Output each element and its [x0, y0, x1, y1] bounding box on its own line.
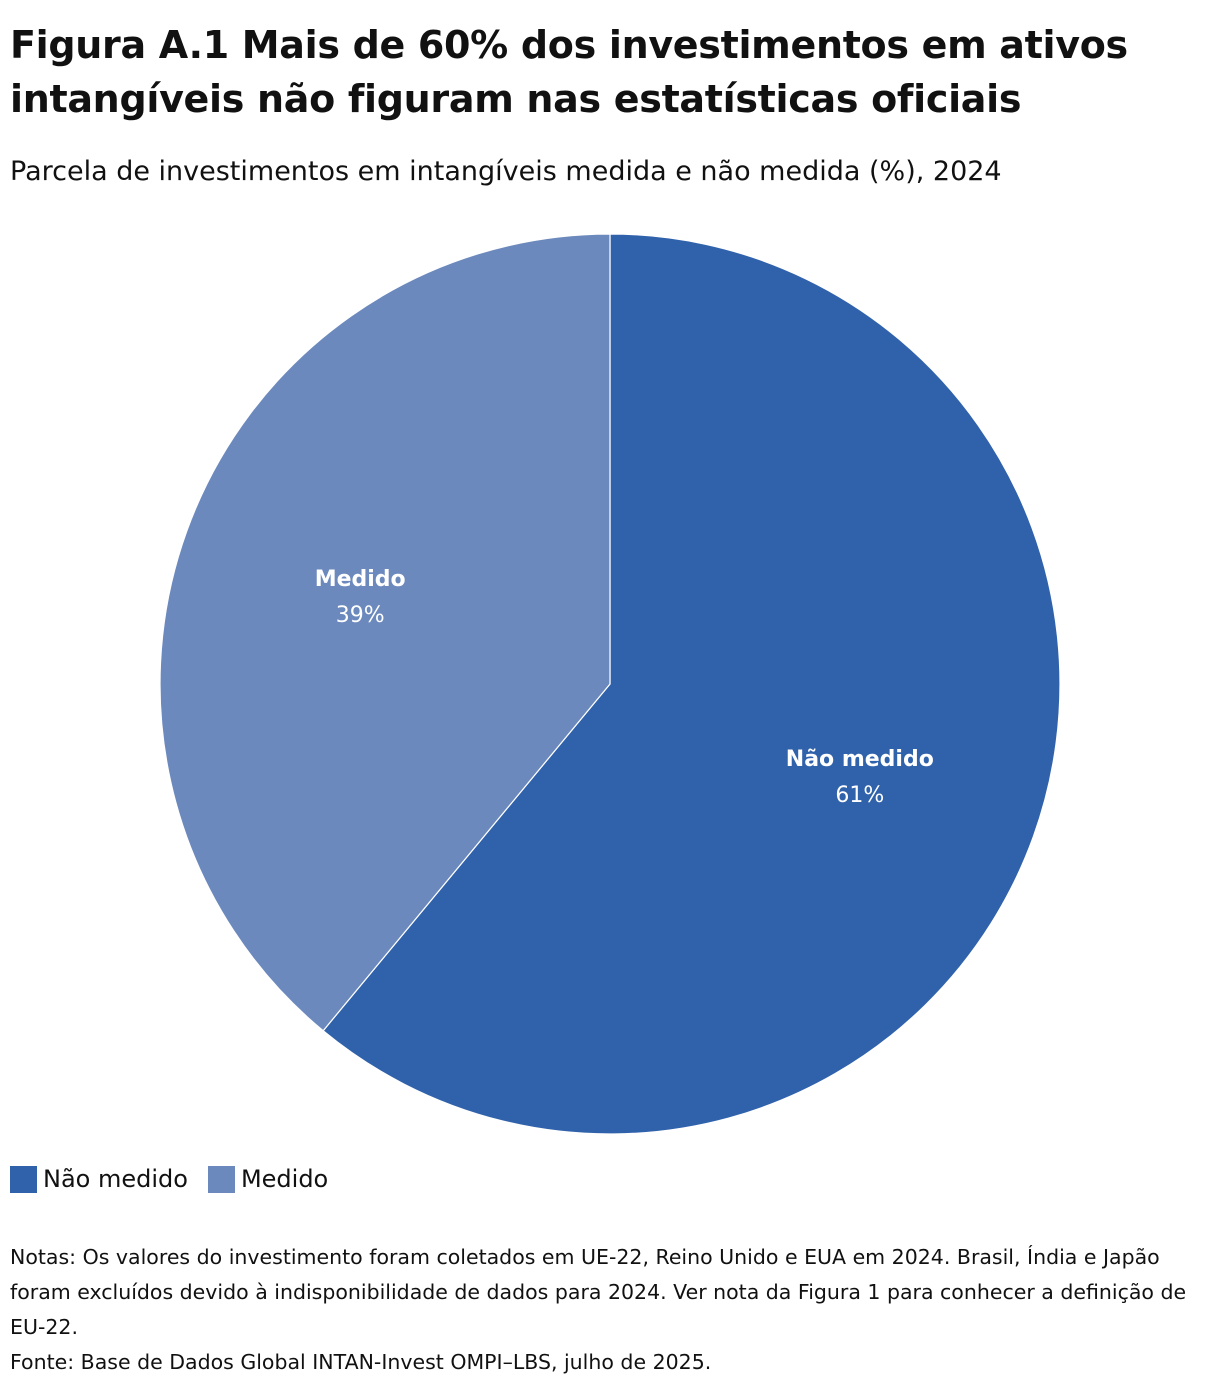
notes-text: Notas: Os valores do investimento foram … — [10, 1245, 1187, 1339]
legend-swatch-medido — [207, 1165, 235, 1193]
legend-item-nao-medido: Não medido — [10, 1165, 188, 1193]
chart-notes: Notas: Os valores do investimento foram … — [10, 1240, 1210, 1380]
legend-item-medido: Medido — [207, 1165, 329, 1193]
pie-slice-nao-medido — [322, 233, 1061, 1135]
chart-subtitle: Parcela de investimentos em intangíveis … — [10, 156, 1002, 187]
chart-title: Figura A.1 Mais de 60% dos investimentos… — [10, 23, 1128, 121]
pie-slice-medido — [159, 233, 611, 1032]
legend-label-nao-medido: Não medido — [43, 1165, 188, 1193]
source-text: Fonte: Base de Dados Global INTAN-Invest… — [10, 1350, 712, 1374]
chart-legend: Não medido Medido — [10, 1165, 348, 1193]
legend-swatch-nao-medido — [10, 1165, 37, 1193]
legend-label-medido: Medido — [240, 1165, 329, 1193]
